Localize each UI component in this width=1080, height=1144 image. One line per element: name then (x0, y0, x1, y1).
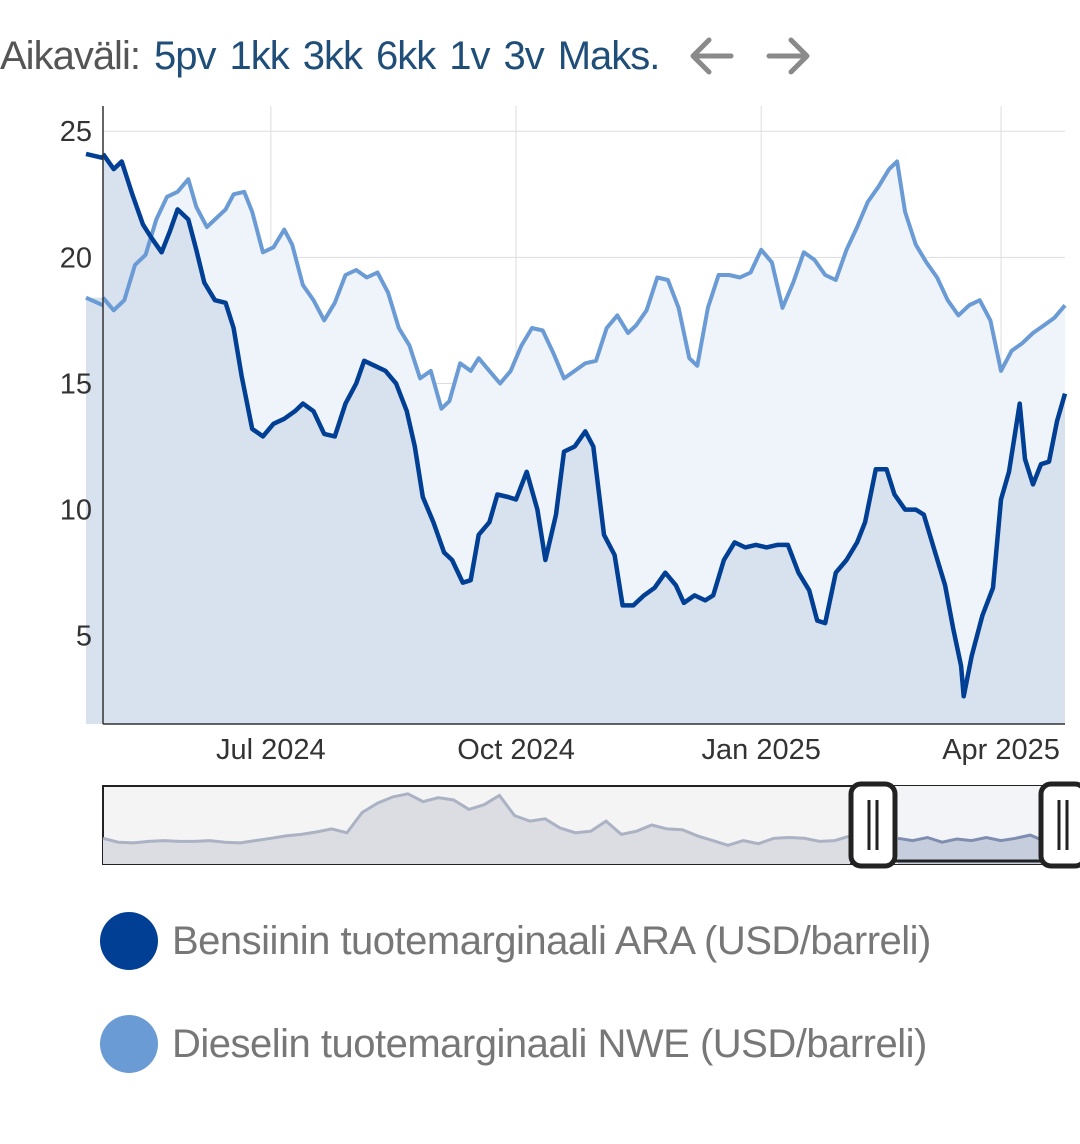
chart: 5 10 15 20 25 Jul 2024 Oct 2024 Jan 2025 Apr 202… (60, 106, 1080, 869)
navigator[interactable] (102, 781, 1080, 869)
legend-marker-gasoline (100, 912, 158, 970)
legend-marker-diesel (100, 1015, 158, 1073)
x-tick-label: Jan 2025 (702, 734, 821, 766)
range-option-3kk[interactable]: 3kk (302, 33, 363, 78)
legend-item-gasoline[interactable]: Bensiinin tuotemarginaali ARA (USD/barre… (100, 905, 931, 977)
range-option-1v[interactable]: 1v (449, 33, 490, 78)
area-gasoline (103, 153, 1065, 724)
range-option-5pv[interactable]: 5pv (153, 33, 216, 78)
range-option-maks[interactable]: Maks. (557, 33, 661, 78)
series-line-gasoline (101, 152, 1068, 699)
navigator-overview-area (103, 793, 850, 864)
plot-left-strip (86, 297, 103, 724)
arrow-right-icon[interactable] (763, 34, 815, 78)
navigator-selected-area (898, 835, 1045, 864)
y-tick-label: 25 (60, 116, 92, 148)
y-tick-label: 10 (60, 495, 92, 527)
series-line-gasoline-lead (85, 151, 104, 161)
arrow-left-icon[interactable] (685, 34, 737, 78)
legend-item-diesel[interactable]: Dieselin tuotemarginaali NWE (USD/barrel… (100, 1008, 931, 1080)
navigator-selected-line (897, 833, 1046, 844)
x-tick-label: Apr 2025 (942, 734, 1060, 766)
y-tick-label: 15 (60, 368, 92, 400)
x-tick-label: Jul 2024 (216, 734, 326, 766)
range-option-6kk[interactable]: 6kk (375, 33, 436, 78)
series-line-diesel (101, 159, 1067, 411)
drag-handle-icon (1038, 781, 1080, 869)
plot-area (85, 151, 1068, 724)
x-tick-label: Oct 2024 (457, 734, 575, 766)
legend-label-diesel: Dieselin tuotemarginaali NWE (USD/barrel… (172, 1021, 927, 1066)
series-line-diesel-lead (85, 295, 104, 308)
range-label: Aikaväli: (0, 33, 141, 78)
y-tick-label: 20 (60, 242, 92, 274)
navigator-handle-right[interactable] (1038, 781, 1080, 869)
range-selector: Aikaväli: 5pv 1kk 3kk 6kk 1v 3v Maks. (0, 28, 815, 84)
axes: 5 10 15 20 25 Jul 2024 Oct 2024 Jan 2025 Apr 202… (60, 106, 1065, 766)
navigator-overview-line (102, 792, 851, 847)
y-tick-label: 5 (76, 621, 92, 653)
drag-handle-icon (848, 781, 898, 869)
legend: Bensiinin tuotemarginaali ARA (USD/barre… (100, 905, 931, 1111)
range-option-3v[interactable]: 3v (503, 33, 544, 78)
legend-label-gasoline: Bensiinin tuotemarginaali ARA (USD/barre… (172, 918, 931, 963)
range-option-1kk[interactable]: 1kk (229, 33, 289, 78)
navigator-handle-left[interactable] (848, 781, 898, 869)
